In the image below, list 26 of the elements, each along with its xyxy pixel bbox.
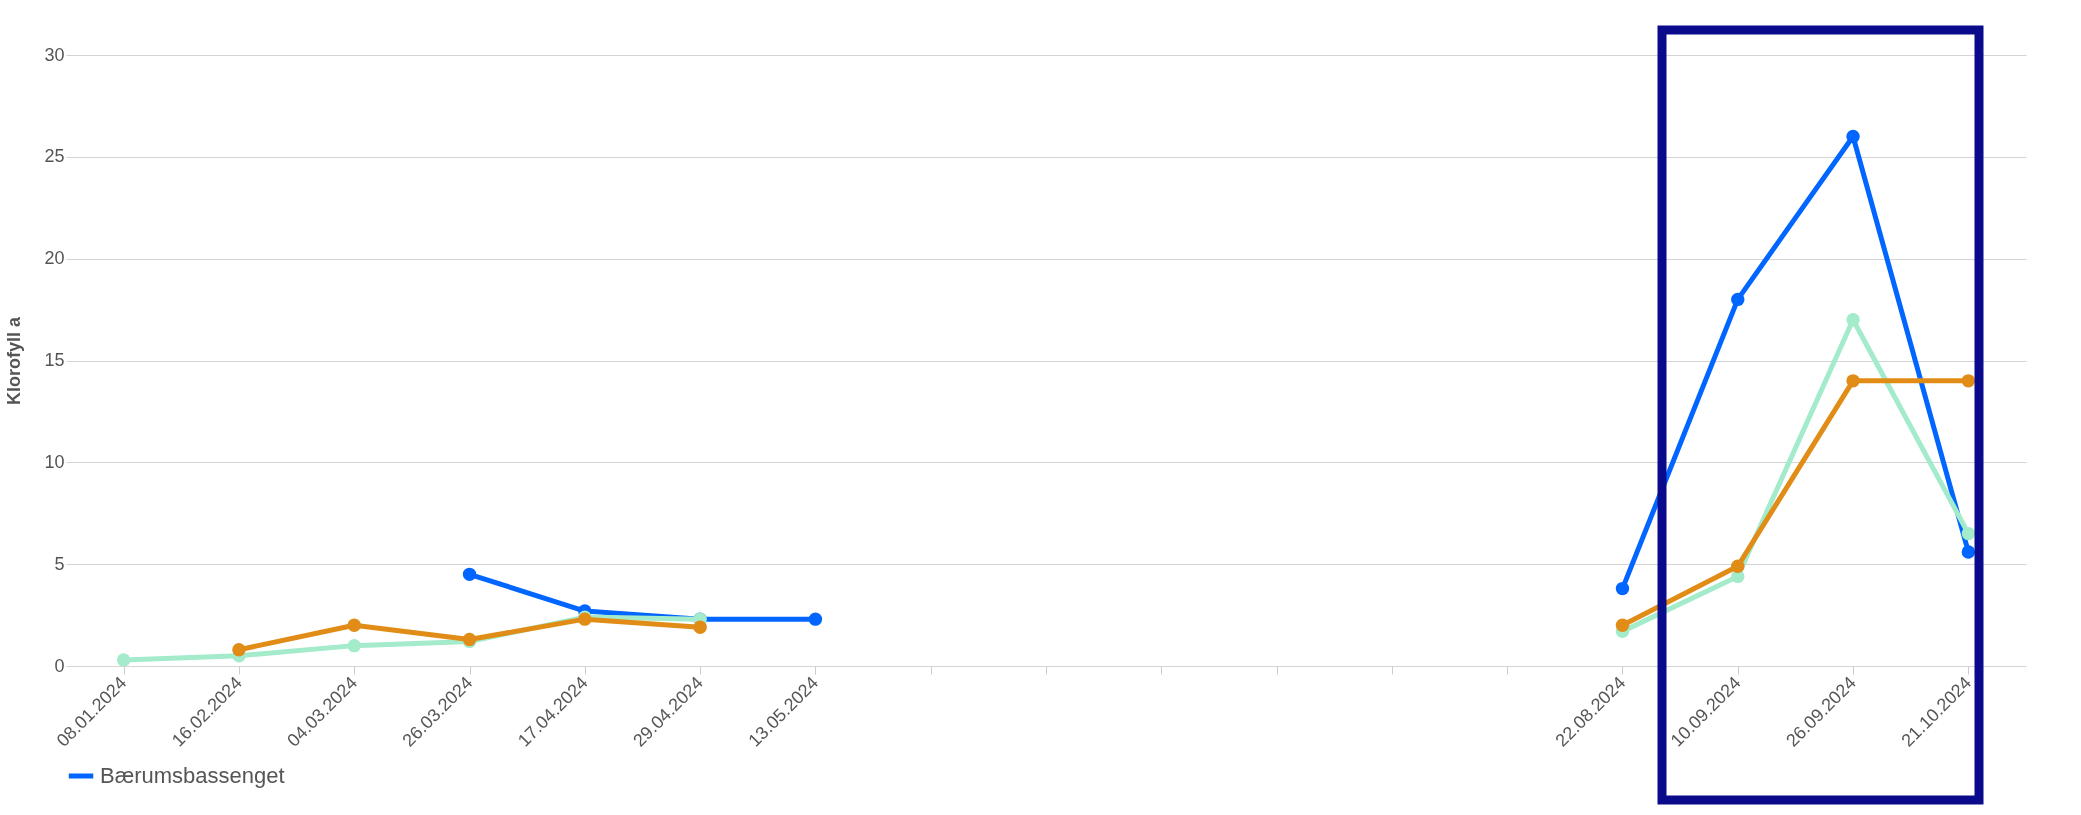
- point: [116, 653, 131, 667]
- point: [1961, 374, 1976, 388]
- point: [232, 643, 246, 657]
- point: [347, 638, 361, 653]
- y-axis-title: Klorofyll a: [4, 316, 25, 406]
- point: [1846, 129, 1860, 144]
- y-tick-label: 20: [44, 248, 65, 269]
- y-tick-label: 5: [54, 553, 65, 574]
- point: [808, 612, 823, 626]
- point: [347, 618, 361, 632]
- point: [1846, 374, 1860, 388]
- point: [1961, 526, 1976, 541]
- point: [693, 620, 707, 634]
- point: [1731, 292, 1745, 307]
- point: [1961, 545, 1976, 559]
- point: [462, 567, 477, 582]
- point: [1615, 581, 1630, 596]
- point: [1846, 313, 1860, 327]
- point: [1731, 559, 1745, 573]
- y-tick-label: 30: [44, 44, 65, 65]
- y-tick-label: 15: [44, 350, 65, 370]
- legend-label: Bærumsbassenget: [100, 763, 285, 788]
- y-tick-label: 25: [44, 146, 65, 167]
- point: [1615, 618, 1630, 632]
- y-tick-label: 10: [44, 451, 65, 472]
- y-tick-label: 0: [54, 655, 65, 676]
